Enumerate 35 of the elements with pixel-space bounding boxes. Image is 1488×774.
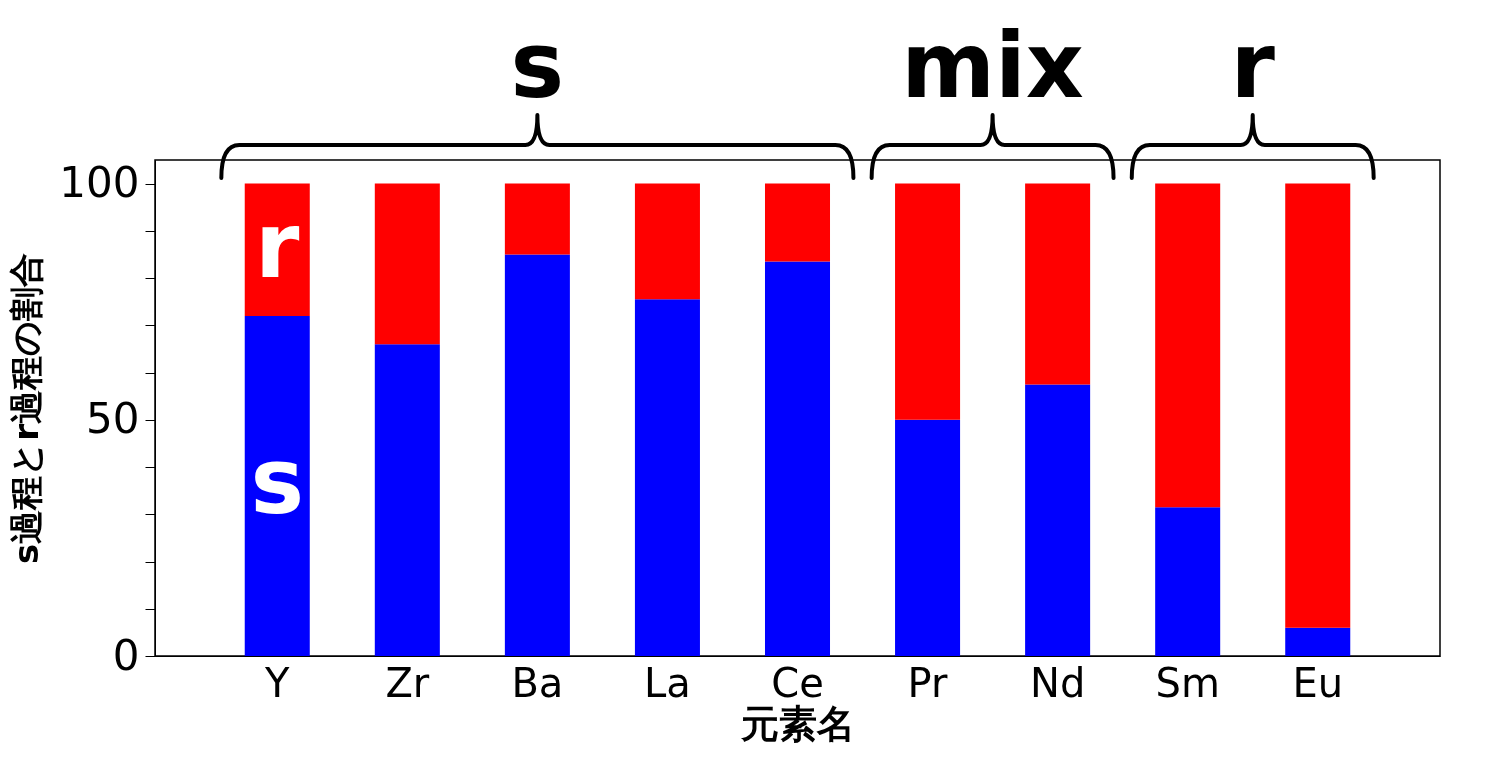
y-tick-label: 0 [112, 630, 140, 680]
x-tick-label: Y [264, 659, 291, 706]
bar [244, 315, 310, 656]
text: s [510, 13, 565, 118]
bar [374, 183, 440, 345]
text: mix [901, 13, 1084, 118]
y-axis-title: s過程とr過程の割合 [6, 252, 47, 565]
x-tick-label: Ba [511, 659, 564, 706]
bar [1155, 507, 1221, 656]
bar [1025, 183, 1091, 385]
text: r [1230, 13, 1276, 118]
bar [634, 299, 700, 656]
y-tick-label: 50 [86, 394, 140, 444]
bar [1285, 627, 1351, 656]
y-tick-label: 100 [59, 158, 140, 208]
bar [1285, 183, 1351, 628]
bar [895, 419, 961, 656]
bar [764, 261, 831, 656]
x-tick-label: Eu [1292, 659, 1344, 706]
series-label: s [250, 428, 305, 534]
x-axis-title: 元素名 [740, 701, 855, 746]
bar [634, 183, 700, 300]
bar [1025, 384, 1091, 656]
series-label: r [255, 192, 301, 298]
bar [504, 183, 570, 255]
bar [504, 254, 570, 656]
bar [1155, 183, 1221, 508]
x-tick-label: Sm [1155, 659, 1220, 706]
x-tick-label: Nd [1029, 659, 1086, 706]
x-tick-label: Zr [385, 659, 430, 706]
bar [895, 183, 961, 420]
bar [764, 183, 831, 262]
bar [374, 344, 440, 656]
x-tick-label: Pr [907, 659, 949, 706]
x-tick-label: La [644, 659, 691, 706]
